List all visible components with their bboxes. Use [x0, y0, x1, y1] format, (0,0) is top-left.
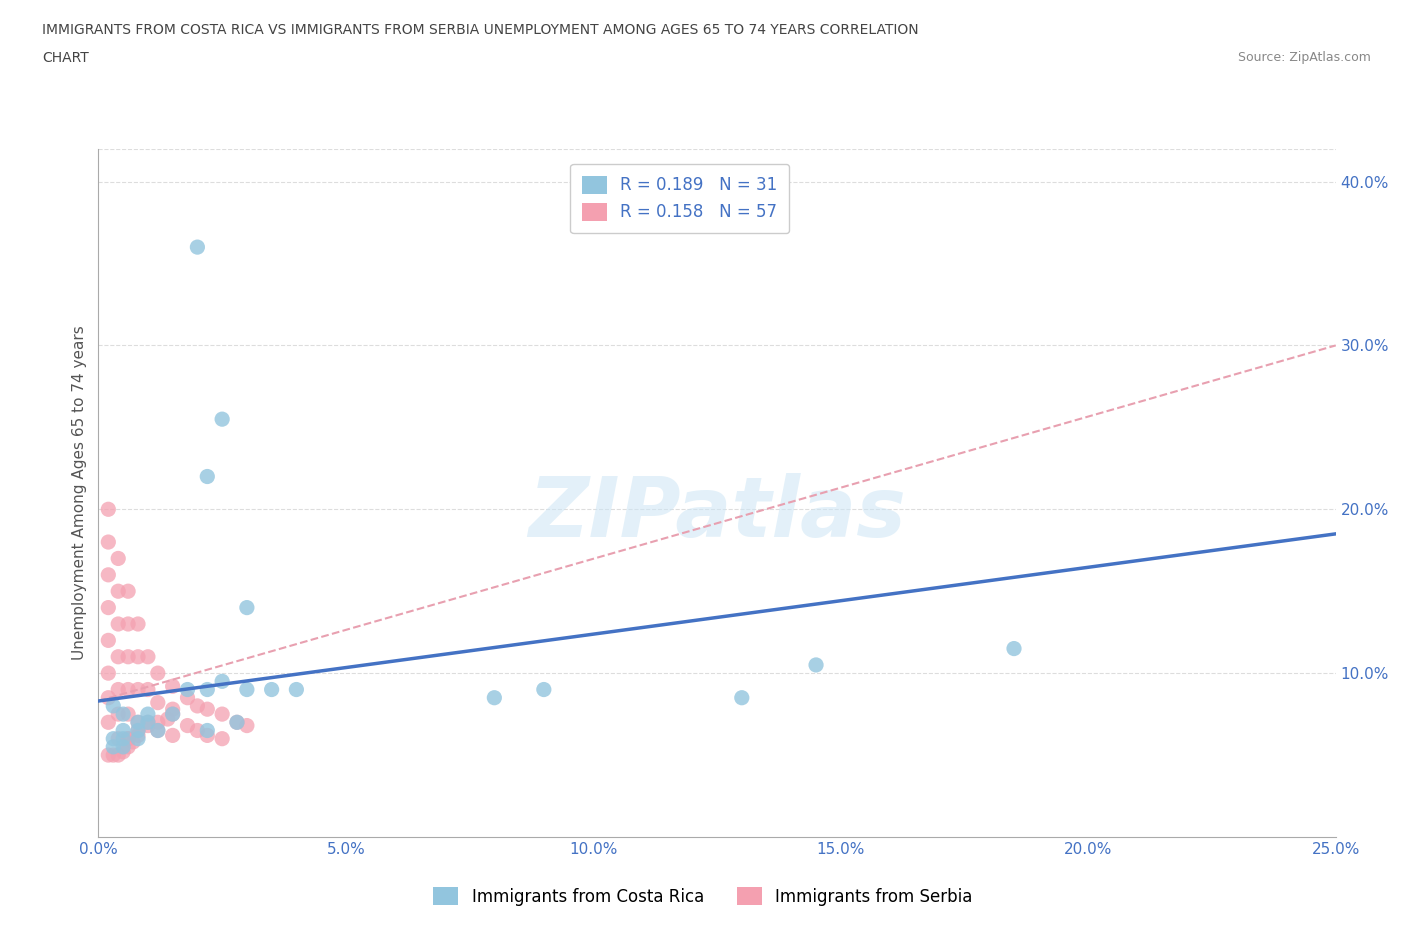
Point — [146, 666, 169, 681]
Point — [107, 707, 129, 722]
Point — [484, 690, 506, 705]
Point — [211, 674, 233, 689]
Point — [107, 584, 129, 599]
Legend: Immigrants from Costa Rica, Immigrants from Serbia: Immigrants from Costa Rica, Immigrants f… — [426, 881, 980, 912]
Point — [97, 715, 120, 730]
Point — [211, 707, 233, 722]
Point — [112, 723, 135, 737]
Point — [127, 731, 149, 746]
Point — [195, 469, 218, 484]
Point — [136, 682, 159, 697]
Point — [107, 682, 129, 697]
Point — [127, 715, 149, 730]
Point — [162, 707, 184, 722]
Point — [731, 690, 754, 705]
Point — [195, 723, 218, 737]
Point — [127, 723, 149, 737]
Point — [127, 723, 149, 737]
Point — [117, 584, 139, 599]
Point — [211, 412, 233, 427]
Point — [127, 617, 149, 631]
Y-axis label: Unemployment Among Ages 65 to 74 years: Unemployment Among Ages 65 to 74 years — [72, 326, 87, 660]
Point — [97, 567, 120, 582]
Point — [107, 731, 129, 746]
Point — [162, 679, 184, 694]
Point — [162, 728, 184, 743]
Point — [195, 682, 218, 697]
Point — [127, 682, 149, 697]
Legend: R = 0.189   N = 31, R = 0.158   N = 57: R = 0.189 N = 31, R = 0.158 N = 57 — [571, 164, 789, 233]
Point — [97, 748, 120, 763]
Text: IMMIGRANTS FROM COSTA RICA VS IMMIGRANTS FROM SERBIA UNEMPLOYMENT AMONG AGES 65 : IMMIGRANTS FROM COSTA RICA VS IMMIGRANTS… — [42, 23, 918, 37]
Point — [117, 682, 139, 697]
Point — [136, 715, 159, 730]
Point — [260, 682, 283, 697]
Point — [97, 502, 120, 517]
Point — [226, 715, 249, 730]
Point — [162, 707, 184, 722]
Point — [176, 690, 198, 705]
Point — [136, 707, 159, 722]
Point — [186, 240, 208, 255]
Point — [136, 718, 159, 733]
Point — [112, 744, 135, 759]
Point — [107, 748, 129, 763]
Point — [146, 696, 169, 711]
Point — [804, 658, 827, 672]
Text: ZIPatlas: ZIPatlas — [529, 473, 905, 554]
Point — [117, 731, 139, 746]
Point — [103, 739, 125, 754]
Point — [117, 649, 139, 664]
Point — [103, 731, 125, 746]
Point — [97, 600, 120, 615]
Point — [117, 707, 139, 722]
Point — [117, 739, 139, 754]
Point — [112, 707, 135, 722]
Point — [97, 666, 120, 681]
Point — [117, 731, 139, 746]
Text: CHART: CHART — [42, 51, 89, 65]
Point — [1002, 641, 1025, 656]
Point — [127, 728, 149, 743]
Text: Source: ZipAtlas.com: Source: ZipAtlas.com — [1237, 51, 1371, 64]
Point — [107, 617, 129, 631]
Point — [146, 723, 169, 737]
Point — [176, 718, 198, 733]
Point — [97, 633, 120, 648]
Point — [112, 731, 135, 746]
Point — [97, 690, 120, 705]
Point — [211, 731, 233, 746]
Point — [226, 715, 249, 730]
Point — [107, 551, 129, 565]
Point — [136, 649, 159, 664]
Point — [285, 682, 308, 697]
Point — [107, 649, 129, 664]
Point — [156, 711, 179, 726]
Point — [103, 748, 125, 763]
Point — [195, 728, 218, 743]
Point — [136, 715, 159, 730]
Point — [146, 723, 169, 737]
Point — [236, 718, 259, 733]
Point — [117, 617, 139, 631]
Point — [195, 702, 218, 717]
Point — [112, 739, 135, 754]
Point — [176, 682, 198, 697]
Point — [186, 723, 208, 737]
Point — [186, 698, 208, 713]
Point — [533, 682, 555, 697]
Point — [236, 682, 259, 697]
Point — [236, 600, 259, 615]
Point — [162, 702, 184, 717]
Point — [127, 649, 149, 664]
Point — [146, 715, 169, 730]
Point — [103, 698, 125, 713]
Point — [122, 735, 145, 750]
Point — [97, 535, 120, 550]
Point — [127, 715, 149, 730]
